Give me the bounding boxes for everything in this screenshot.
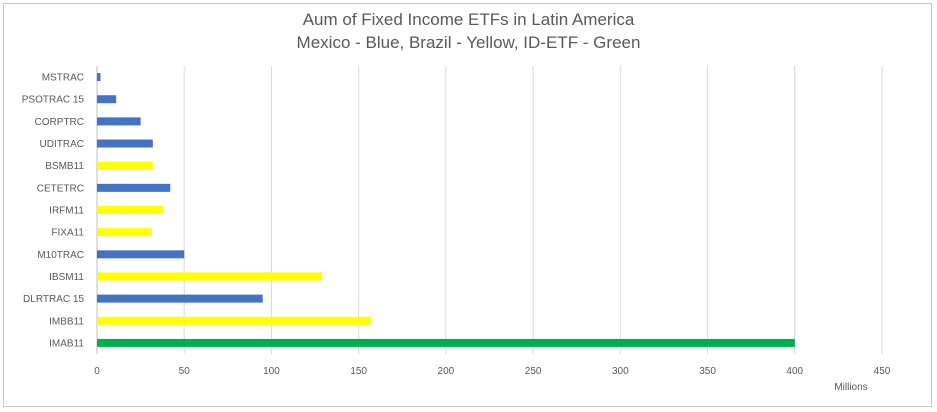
x-tick-label: 100 xyxy=(263,366,280,377)
category-label: CETETRC xyxy=(37,183,84,194)
category-label: UDITRAC xyxy=(40,139,84,150)
bar xyxy=(97,206,164,214)
x-tick-label: 200 xyxy=(438,366,455,377)
bar xyxy=(97,338,795,347)
bar xyxy=(97,294,263,303)
category-label: IMBB11 xyxy=(49,316,84,327)
category-label: IRFM11 xyxy=(49,206,84,217)
bar xyxy=(97,183,171,192)
category-label: M10TRAC xyxy=(37,250,84,261)
chart-title: Aum of Fixed Income ETFs in Latin Americ… xyxy=(302,10,635,29)
x-tick-label: 450 xyxy=(874,366,891,377)
bar xyxy=(97,272,323,281)
x-unit-label: Millions xyxy=(834,382,867,393)
x-tick-label: 250 xyxy=(525,366,542,377)
category-label: CORPTRC xyxy=(35,117,84,128)
bar xyxy=(97,228,152,237)
category-label: IMAB11 xyxy=(49,338,84,349)
x-tick-label: 400 xyxy=(786,366,803,377)
category-label: MSTRAC xyxy=(42,73,84,84)
bar xyxy=(97,73,101,82)
x-tick-label: 0 xyxy=(94,366,100,377)
x-tick-label: 50 xyxy=(179,366,191,377)
x-tick-label: 350 xyxy=(699,366,716,377)
bar xyxy=(97,161,153,170)
category-label: FIXA11 xyxy=(51,228,84,239)
bar xyxy=(97,250,185,259)
x-tick-label: 300 xyxy=(612,366,629,377)
category-label: IBSM11 xyxy=(49,272,84,283)
bar xyxy=(97,95,117,104)
bar xyxy=(97,117,141,126)
category-label: DLRTRAC 15 xyxy=(23,294,84,305)
bar xyxy=(97,316,371,325)
x-tick-label: 150 xyxy=(350,366,367,377)
category-label: BSMB11 xyxy=(45,161,84,172)
chart-subtitle: Mexico - Blue, Brazil - Yellow, ID-ETF -… xyxy=(296,33,641,52)
category-label: PSOTRAC 15 xyxy=(22,95,85,106)
bar xyxy=(97,139,153,148)
